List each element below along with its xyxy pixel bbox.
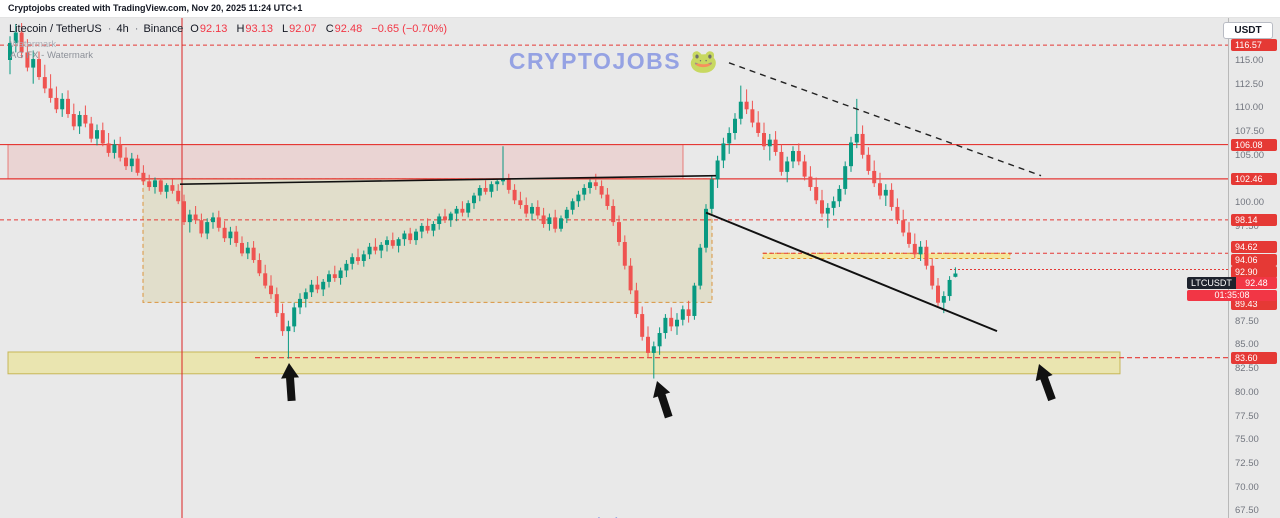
price-level-badge: 94.62: [1231, 241, 1277, 254]
price-level-badge: 106.08: [1231, 138, 1277, 151]
open-label: O: [190, 23, 199, 35]
low-label: L: [282, 23, 289, 35]
attribution-text: Cryptojobs created with TradingView.com,…: [8, 3, 303, 13]
center-watermark: CRYPTOJOBS 🐸: [508, 48, 720, 74]
price-tick: 77.50: [1235, 410, 1259, 422]
bar-countdown: 01:35:08: [1187, 290, 1277, 301]
price-tick: 87.50: [1235, 315, 1259, 327]
separator: ·: [107, 23, 112, 35]
price-level-badge: 102.46: [1231, 172, 1277, 185]
price-tick: 67.50: [1235, 505, 1259, 517]
high-value: 93.13: [245, 23, 273, 35]
close-label: C: [325, 23, 334, 35]
low-value: 92.07: [289, 23, 317, 35]
price-tick: 80.00: [1235, 386, 1259, 398]
price-tick: 82.50: [1235, 363, 1259, 375]
open-value: 92.13: [199, 23, 228, 35]
watermark-text-2: AG FX - Watermark: [10, 50, 94, 61]
interval-label[interactable]: 4h: [116, 23, 129, 35]
price-tick: 105.00: [1235, 149, 1265, 161]
separator: ·: [134, 23, 139, 35]
price-level-badge: 116.57: [1231, 39, 1277, 52]
chart-pane[interactable]: CRYPTOJOBS 🐸 20/11/2025: [0, 18, 1228, 518]
price-tick: 97.50: [1235, 220, 1259, 232]
price-level-badge: 89.43: [1231, 298, 1277, 311]
current-symbol-label: LTCUSDT: [1187, 277, 1236, 289]
price-level-badge: 92.90: [1231, 265, 1277, 278]
price-level-badge: 98.14: [1231, 213, 1277, 226]
price-tick: 75.00: [1235, 434, 1259, 446]
price-tick: 115.00: [1235, 55, 1264, 66]
price-tick: 112.50: [1235, 78, 1264, 90]
watermark-text-1: Watermark: [10, 39, 57, 50]
currency-toggle-button[interactable]: USDT: [1223, 22, 1273, 39]
high-label: H: [236, 23, 245, 35]
price-tick: 70.00: [1235, 481, 1259, 493]
current-price-badge: LTCUSDT 92.48 01:35:08: [1187, 277, 1277, 301]
chart-date-label: 20/11/2025: [0, 515, 1228, 518]
price-tick: 110.00: [1235, 102, 1264, 114]
symbol-info: Litecoin / TetherUS · 4h · Binance O92.13 …: [9, 23, 451, 35]
exchange-label[interactable]: Binance: [143, 23, 184, 35]
close-value: 92.48: [334, 23, 363, 35]
price-axis[interactable]: 115.00 112.50 110.00 107.50 105.00 100.00 97.5…: [1187, 18, 1280, 518]
price-tick: 72.50: [1235, 457, 1259, 469]
price-level-badge: 83.60: [1231, 351, 1277, 364]
symbol-name[interactable]: Litecoin / TetherUS: [9, 23, 102, 35]
price-tick: 100.00: [1235, 197, 1265, 209]
price-level-badge: 94.06: [1231, 253, 1277, 266]
attribution-bar: Cryptojobs created with TradingView.com,…: [0, 0, 1280, 18]
price-tick: 107.50: [1235, 126, 1265, 138]
change-value: −0.65 (−0.70%): [371, 23, 448, 35]
price-tick: 85.00: [1235, 339, 1259, 351]
current-price-value: 92.48: [1235, 277, 1277, 289]
